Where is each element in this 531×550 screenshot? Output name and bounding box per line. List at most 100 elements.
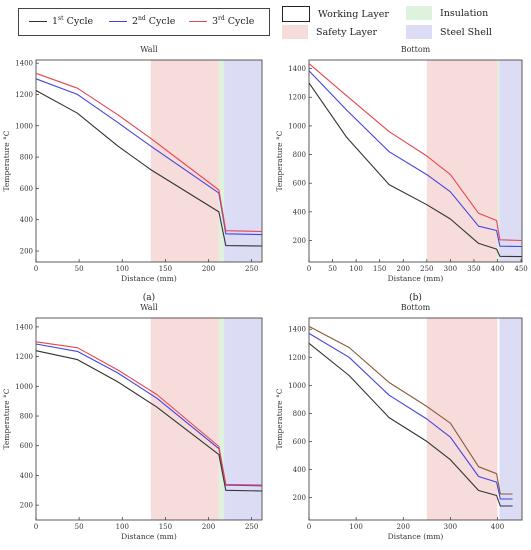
series-line-cycle-1 [308,342,513,507]
x-tick-label: 0 [307,265,311,273]
legend-line-cycle-3 [189,20,207,22]
y-tick-label: 400 [20,472,33,480]
y-tick-label: 1000 [15,383,33,391]
layer-region-insulation [218,318,225,520]
x-tick-label: 250 [420,265,433,273]
layer-region-steel-shell [224,318,262,520]
x-tick-label: 400 [491,265,504,273]
x-tick-label: 50 [75,265,84,273]
y-tick-label: 400 [293,466,306,474]
y-tick-label: 200 [20,248,33,256]
legend-entry-safety-layer: Safety Layer [282,25,377,39]
layer-region-safety-layer [150,60,219,262]
y-tick-label: 600 [293,180,306,188]
cycle-legend: 1st Cycle 2nd Cycle 3rd Cycle [18,8,270,36]
series-line-cycle-3 [308,63,523,242]
y-tick-label: 1200 [288,94,306,102]
x-tick-label: 150 [159,523,172,531]
y-tick-label: 800 [293,410,306,418]
x-tick-label: 100 [349,523,362,531]
panel-caption: (b) [409,292,422,303]
x-tick-label: 150 [373,265,386,273]
series-line-cycle-2 [308,70,523,248]
legend-entry-cycle-1: 1st Cycle [29,15,93,27]
plot-frame [35,317,263,521]
y-tick-label: 800 [293,151,306,159]
y-tick-label: 1200 [288,354,306,362]
y-tick-label: 1400 [288,326,306,334]
x-tick-label: 200 [397,265,410,273]
chart-panel-1: 0 50 100 150 200 250 200 400 600 800 1000 1200 1400 W… [2,45,263,303]
y-tick-label: 1200 [15,91,33,99]
layer-region-safety-layer [150,318,219,520]
y-tick-label: 600 [293,438,306,446]
x-tick-label: 50 [328,265,337,273]
x-tick-label: 100 [116,523,129,531]
y-tick-label: 200 [293,237,306,245]
y-tick-label: 800 [20,413,33,421]
y-axis-label: Temperature °C [2,130,11,191]
x-tick-label: 300 [444,265,457,273]
legend-label-cycle-3: 3rd Cycle [212,15,255,28]
x-tick-label: 400 [491,523,504,531]
x-tick-label: 350 [467,265,480,273]
x-tick-label: 100 [349,265,362,273]
series-line-cycle-1 [308,82,523,258]
legend-entry-cycle-2: 2nd Cycle [109,15,175,27]
y-tick-label: 1000 [15,122,33,130]
y-axis-label: Temperature °C [275,130,284,191]
y-tick-label: 400 [293,208,306,216]
chart-panel-4: 0 100 200 300 400 200 400 600 800 1000 1200 1400 Bot… [275,303,523,541]
legend-entry-steel-shell: Steel Shell [406,25,492,39]
plot-frame [308,317,523,521]
x-axis-label: Distance (mm) [388,532,444,541]
legend-swatch-steel-shell [406,25,432,39]
plot-frame [35,59,263,263]
x-tick-label: 50 [75,523,84,531]
layer-region-steel-shell [499,60,522,262]
y-tick-label: 1400 [288,65,306,73]
legend-entry-working-layer: Working Layer [282,6,389,22]
layer-region-safety-layer [426,318,498,520]
chart-panel-3: 0 50 100 150 200 250 200 400 600 800 1000 1200 1400 W… [2,303,263,541]
chart-title: Wall [140,45,158,54]
x-axis-label: Distance (mm) [388,274,444,283]
x-tick-label: 300 [444,523,457,531]
series-line-cycle-2 [35,343,263,487]
legend-label-working-layer: Working Layer [318,8,389,20]
x-tick-label: 200 [202,265,215,273]
y-tick-label: 1400 [15,60,33,68]
chart-title: Wall [140,303,158,312]
layer-region-safety-layer [426,60,498,262]
chart-title: Bottom [401,303,431,312]
legend-swatch-working-layer [282,6,310,22]
y-axis-label: Temperature °C [2,388,11,449]
series-line-cycle-3 [308,325,513,495]
y-tick-label: 600 [20,442,33,450]
y-tick-label: 1000 [288,122,306,130]
layer-region-steel-shell [499,318,522,520]
x-axis-label: Distance (mm) [121,274,177,283]
y-axis-label: Temperature °C [275,388,284,449]
plot-frame [308,59,523,263]
series-line-cycle-2 [35,78,263,236]
y-tick-label: 200 [293,494,306,502]
layer-region-insulation [218,60,225,262]
y-tick-label: 800 [20,154,33,162]
legend-swatch-insulation [406,6,432,20]
legend-entry-insulation: Insulation [406,6,488,20]
legend-label-safety-layer: Safety Layer [316,26,378,38]
legend-swatch-safety-layer [282,25,308,39]
series-line-cycle-1 [35,350,263,492]
layer-region-insulation [497,60,500,262]
legend-line-cycle-2 [109,20,127,22]
x-tick-label: 0 [34,265,38,273]
y-tick-label: 1200 [15,353,33,361]
series-line-cycle-3 [35,341,263,486]
legend-entry-cycle-3: 3rd Cycle [189,15,254,27]
x-tick-label: 200 [202,523,215,531]
x-tick-label: 250 [245,265,258,273]
y-tick-label: 1000 [288,382,306,390]
series-line-cycle-1 [35,90,263,247]
